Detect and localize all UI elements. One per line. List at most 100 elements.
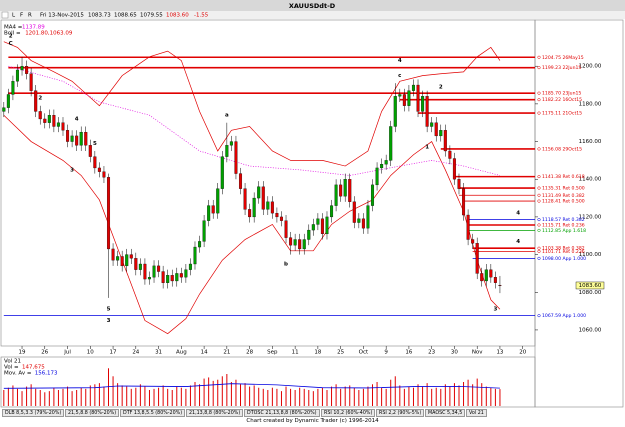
candle-body — [106, 177, 111, 250]
bar-low: 1079.55 — [140, 13, 163, 19]
candle-body — [202, 220, 206, 242]
y-tick-label: 1060.00 — [579, 327, 602, 333]
level-marker — [537, 147, 541, 151]
x-tick-label: 23 — [428, 350, 435, 356]
chart: XAUUSDdt-D L F R Fri 13-Nov-2015 1083.73… — [0, 0, 625, 408]
x-tick-label: 20 — [519, 350, 526, 356]
wave-label: 3 — [70, 167, 74, 173]
candle-body — [334, 184, 338, 206]
indicator-tab[interactable]: RSI 2,2 (90%-5%) — [376, 409, 425, 417]
indicator-tab[interactable]: DTOSC 21,13,8,8 (80%-20%) — [244, 409, 320, 417]
indicator-tab[interactable]: 21,13,8,8 (80%-20%) — [186, 409, 244, 417]
wave-label: 4 — [75, 116, 79, 122]
x-tick-label: 26 — [41, 350, 48, 356]
candle-body — [484, 269, 488, 282]
candle-body — [216, 188, 220, 214]
candle-body — [261, 186, 265, 210]
x-tick-label: 16 — [405, 350, 412, 356]
candle-body — [161, 271, 165, 283]
candle-body — [134, 258, 138, 270]
candle-body — [293, 239, 297, 246]
toolbar — [0, 11, 625, 19]
price-pane — [0, 19, 536, 347]
wave-label: 5 — [107, 307, 111, 313]
wave-label: 4 — [516, 239, 520, 245]
x-tick-label: Sep — [267, 350, 278, 356]
candle-body — [475, 243, 479, 274]
candle-body — [407, 90, 411, 106]
wave-label: 2 — [439, 84, 443, 90]
level-marker — [537, 199, 541, 203]
candle-body — [70, 135, 74, 142]
indicator-tab[interactable]: 21,5,8.8 (80%-20%) — [65, 409, 120, 417]
indicator-line — [8, 65, 501, 176]
toolbar-button[interactable]: R — [28, 13, 32, 19]
candle-body — [179, 273, 183, 278]
candle-body — [175, 273, 179, 282]
level-marker — [537, 186, 541, 190]
candle-body — [325, 216, 329, 235]
last-price-label: 1083.60 — [579, 283, 602, 289]
candle-body — [6, 94, 10, 108]
axis-panel — [534, 19, 624, 408]
candle-body — [220, 156, 224, 189]
candle-body — [257, 186, 261, 199]
candle-body — [439, 130, 443, 137]
candle-body — [43, 118, 47, 123]
title-bar — [0, 0, 625, 11]
candle-body — [343, 179, 347, 197]
toolbar-button[interactable] — [1, 11, 9, 19]
candle-body — [311, 224, 315, 231]
candle-body — [248, 209, 252, 218]
indicator-value: 1201.80,1063.09 — [25, 31, 73, 37]
candle-body — [471, 239, 475, 244]
candle-body — [66, 130, 70, 142]
indicator-line — [3, 114, 501, 335]
level-marker — [537, 314, 541, 318]
toolbar-button[interactable]: F — [20, 13, 23, 19]
window-title: XAUUSDdt-D — [289, 2, 336, 10]
candle-body — [229, 141, 233, 146]
candle-body — [102, 171, 106, 178]
bar-change: -1.55 — [194, 13, 209, 19]
candle-body — [52, 115, 56, 127]
candle-body — [166, 275, 170, 283]
candle-body — [279, 216, 283, 221]
x-tick-label: 13 — [496, 350, 503, 356]
candle-body — [38, 111, 42, 120]
candle-body — [434, 122, 438, 137]
candle-body — [498, 285, 502, 286]
candle-body — [284, 220, 288, 238]
level-label: 1112.85 App 1.618 — [542, 228, 586, 234]
wave-label: C — [9, 41, 13, 47]
x-tick-label: 10 — [87, 350, 94, 356]
indicator-tab[interactable]: DLB 8,5,3.3 (79%-20%) — [2, 409, 65, 417]
candle-body — [252, 197, 256, 218]
level-label: 1131.49 Ret 0.382 — [542, 193, 585, 199]
x-tick-label: 24 — [132, 350, 139, 356]
candle-body — [29, 73, 33, 91]
level-label: 1128.41 Ret 0.500 — [542, 199, 585, 205]
toolbar-button[interactable]: L — [12, 13, 16, 19]
level-label: 1118.57 Ret 0.382 — [542, 217, 585, 223]
indicator-tab[interactable]: RSI 10,2 (60%-40%) — [321, 409, 376, 417]
indicator-tab[interactable]: DTF 13,8,5.5 (80%-20%) — [120, 409, 186, 417]
indicator-label: Boll = — [4, 31, 21, 37]
candle-body — [493, 277, 497, 283]
candle-body — [138, 263, 142, 270]
indicator-tab[interactable]: MAOSC 5,34,5 — [425, 409, 466, 417]
candle-body — [275, 212, 279, 218]
indicator-tab[interactable]: Vol 21 — [466, 409, 487, 417]
y-tick-label: 1120.00 — [579, 214, 602, 220]
candle-body — [198, 241, 202, 248]
y-tick-label: 1160.00 — [579, 139, 602, 145]
indicator-line — [3, 41, 501, 167]
wave-label: 3 — [107, 318, 111, 324]
candle-body — [402, 94, 406, 106]
candle-body — [457, 179, 461, 189]
x-tick-label: 30 — [451, 350, 458, 356]
y-tick-label: 1140.00 — [579, 177, 602, 183]
candle-body — [348, 179, 352, 202]
candle-body — [320, 218, 324, 235]
candle-body — [47, 115, 51, 123]
